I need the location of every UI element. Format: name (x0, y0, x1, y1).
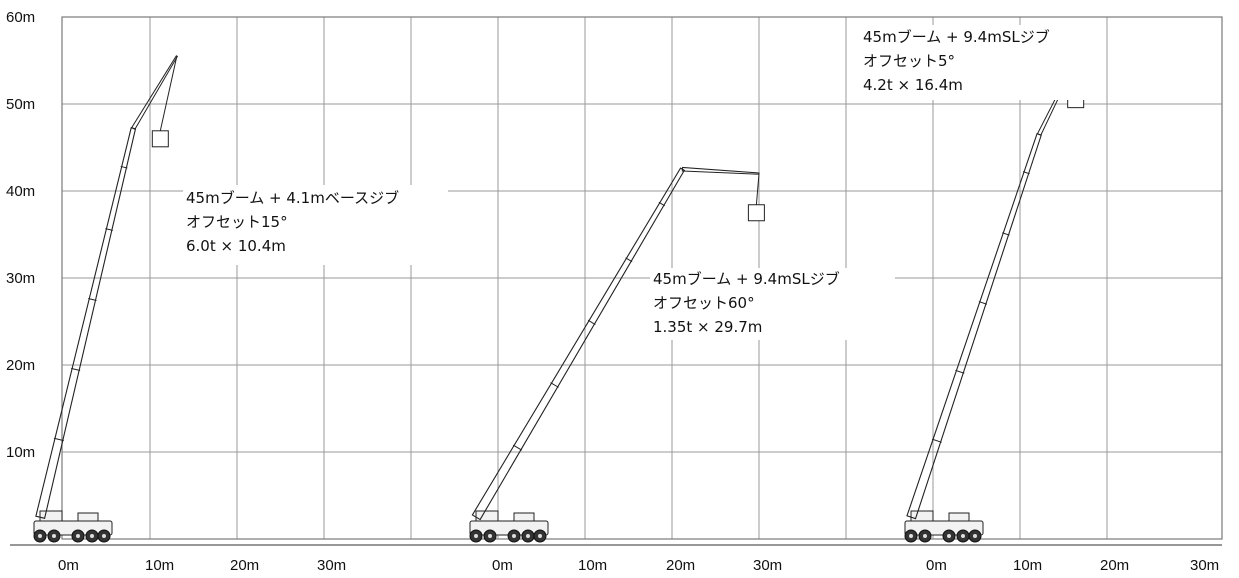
crane-3-boom-joint-3 (978, 301, 988, 305)
annotation-1-line-2: オフセット15° (186, 213, 288, 231)
annotation-2-background (650, 268, 895, 340)
y-axis-labels: 60m 50m 40m 30m 20m 10m (6, 9, 35, 461)
crane-2-boom-joint-5 (658, 201, 666, 207)
crane-1-wheel-hub-1 (38, 534, 42, 538)
crane-3-wheel-hub-1 (909, 534, 913, 538)
crane-2-wheel-hub-4 (526, 534, 530, 538)
x-tick-p2-0m: 0m (492, 557, 513, 574)
crane-1-boom (35, 127, 137, 519)
crane-2-boom-joint-1 (512, 444, 523, 451)
crane-1-hook-rope (159, 56, 178, 131)
crane-2-wheel-hub-3 (512, 534, 516, 538)
x-tick-p2-30m: 30m (753, 557, 782, 574)
crane-3-wheel-hub-4 (961, 534, 965, 538)
crane-3-cab (910, 510, 934, 522)
crane-2-wheel-hub-1 (474, 534, 478, 538)
crane-1-cab (39, 510, 63, 522)
crane-2-wheel-hub-5 (538, 534, 542, 538)
cranes (33, 55, 1085, 543)
crane-3 (904, 57, 1085, 543)
crane-2-boom-joint-4 (625, 257, 633, 263)
annotation-panel-1: 45mブーム + 4.1mベースジブ オフセット15° 6.0t × 10.4m (183, 185, 448, 265)
x-tick-p3-30m: 30m (1190, 557, 1219, 574)
x-axis-labels: 0m 10m 20m 30m 0m 10m 20m 30m 0m 10m 20m… (58, 557, 1219, 574)
x-tick-p3-0m: 0m (926, 557, 947, 574)
annotation-3-line-3: 4.2t × 16.4m (863, 76, 963, 94)
crane-3-wheel-hub-3 (947, 534, 951, 538)
x-tick-p1-30m: 30m (317, 557, 346, 574)
y-tick-20m: 20m (6, 357, 35, 374)
y-tick-40m: 40m (6, 183, 35, 200)
crane-3-boom-joint-2 (955, 369, 965, 374)
annotation-2-line-1: 45mブーム + 9.4mSLジブ (653, 270, 840, 288)
crane-2 (469, 166, 765, 543)
chart-frame (61, 16, 1223, 540)
crane-1 (33, 55, 179, 543)
annotation-1-line-3: 6.0t × 10.4m (186, 237, 286, 255)
annotation-2-line-2: オフセット60° (653, 294, 755, 312)
crane-1-boom-joint-5 (120, 165, 128, 169)
crane-2-boom (471, 167, 686, 521)
annotation-3-line-2: オフセット5° (863, 52, 955, 70)
crane-1-counterweight (77, 512, 99, 522)
annotation-2-line-3: 1.35t × 29.7m (653, 318, 762, 336)
crane-3-wheel-hub-2 (923, 534, 927, 538)
x-tick-p2-20m: 20m (666, 557, 695, 574)
x-tick-p1-0m: 0m (58, 557, 79, 574)
y-tick-10m: 10m (6, 444, 35, 461)
crane-2-boom-joint-3 (587, 319, 596, 325)
annotation-3-line-1: 45mブーム + 9.4mSLジブ (863, 28, 1050, 46)
annotation-1-line-1: 45mブーム + 4.1mベースジブ (186, 189, 399, 207)
annotation-panel-3: 45mブーム + 9.4mSLジブ オフセット5° 4.2t × 16.4m (860, 25, 1093, 100)
y-tick-60m: 60m (6, 9, 35, 26)
annotation-1-background (183, 185, 448, 265)
crane-2-jib (681, 166, 760, 175)
y-tick-50m: 50m (6, 96, 35, 113)
crane-1-jib (131, 55, 179, 130)
crane-1-wheel-hub-4 (90, 534, 94, 538)
crane-3-wheel-hub-5 (973, 534, 977, 538)
crane-1-boom-joint-1 (53, 437, 64, 442)
crane-2-hook-rope (755, 173, 760, 205)
crane-1-boom-joint-2 (71, 367, 81, 372)
x-tick-p3-10m: 10m (1013, 557, 1042, 574)
crane-2-counterweight (513, 512, 535, 522)
crane-1-wheel-hub-2 (52, 534, 56, 538)
crane-1-wheel-hub-3 (76, 534, 80, 538)
crane-3-counterweight (948, 512, 970, 522)
x-tick-p2-10m: 10m (578, 557, 607, 574)
annotation-3-background (860, 25, 1093, 100)
crane-3-boom-joint-1 (931, 438, 942, 443)
crane-1-boom-joint-4 (105, 228, 113, 231)
x-tick-p1-10m: 10m (145, 557, 174, 574)
annotation-panel-2: 45mブーム + 9.4mSLジブ オフセット60° 1.35t × 29.7m (650, 268, 895, 340)
y-tick-30m: 30m (6, 270, 35, 287)
x-tick-p3-20m: 20m (1100, 557, 1129, 574)
crane-2-load-box (747, 204, 765, 222)
crane-2-wheel-hub-2 (488, 534, 492, 538)
crane-1-boom-joint-3 (88, 298, 97, 301)
crane-1-load-box (151, 130, 169, 148)
x-tick-p1-20m: 20m (230, 557, 259, 574)
crane-3-boom-joint-5 (1022, 171, 1030, 175)
crane-3-boom-joint-4 (1002, 232, 1010, 236)
crane-2-cab (475, 510, 499, 522)
crane-2-boom-joint-2 (550, 382, 559, 388)
crane-1-wheel-hub-5 (102, 534, 106, 538)
